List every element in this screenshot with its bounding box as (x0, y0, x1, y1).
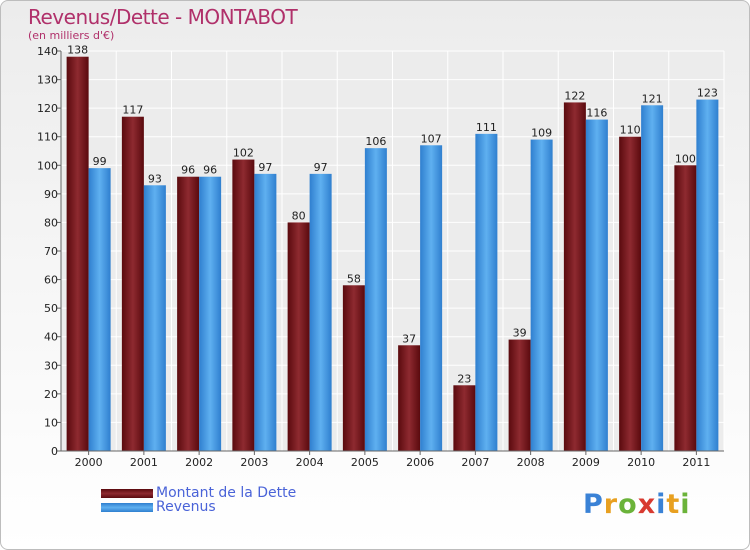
bar-revenus (641, 105, 664, 452)
data-label: 138 (67, 44, 88, 57)
xtick-label: 2007 (461, 456, 489, 469)
bar-revenus (199, 176, 222, 451)
data-label: 58 (347, 272, 361, 285)
y-axis: 0 10 20 30 40 50 60 70 80 90 100 110 120 130 140 (37, 45, 62, 458)
ytick-label: 60 (44, 274, 58, 287)
data-labels: 138 99 117 93 96 96 102 97 80 97 58 106 37 107 23 111 39… (67, 44, 718, 386)
data-label: 97 (258, 161, 272, 174)
chart-subtitle: (en milliers d'€) (28, 29, 115, 42)
data-label: 111 (476, 121, 497, 134)
ytick-label: 120 (37, 102, 58, 115)
ytick-label: 0 (51, 445, 58, 458)
data-label: 93 (148, 172, 162, 185)
data-label: 121 (642, 92, 663, 105)
ytick-label: 70 (44, 245, 58, 258)
bar-revenus (696, 99, 719, 452)
legend-label-revenus: Revenus (156, 499, 216, 515)
data-label: 97 (314, 161, 328, 174)
data-label: 109 (531, 127, 552, 140)
xtick-label: 2000 (75, 456, 103, 469)
bar-dette (66, 56, 89, 451)
xtick-label: 2009 (572, 456, 600, 469)
data-label: 110 (620, 124, 641, 137)
bar-revenus (585, 119, 608, 452)
ytick-label: 130 (37, 74, 58, 87)
xtick-label: 2010 (627, 456, 655, 469)
bar-dette (342, 285, 365, 451)
bar-dette (121, 116, 144, 451)
ytick-label: 50 (44, 302, 58, 315)
ytick-label: 40 (44, 331, 58, 344)
data-label: 99 (93, 155, 107, 168)
bar-revenus (475, 133, 498, 451)
ytick-label: 140 (37, 45, 58, 58)
bar-dette (563, 102, 586, 451)
data-label: 96 (203, 164, 217, 177)
logo-letter: o (618, 489, 638, 520)
xtick-label: 2001 (130, 456, 158, 469)
bar-dette (674, 165, 697, 452)
data-label: 117 (122, 104, 143, 117)
bar-dette (287, 222, 310, 451)
ytick-label: 100 (37, 159, 58, 172)
logo-letter: t (666, 489, 681, 520)
ytick-label: 90 (44, 188, 58, 201)
chart-title: Revenus/Dette - MONTABOT (28, 5, 298, 29)
data-label: 80 (292, 209, 306, 222)
data-label: 39 (513, 327, 527, 340)
bar-dette (232, 159, 255, 452)
bar-revenus (364, 148, 387, 451)
bar-revenus (420, 145, 443, 452)
x-axis: 2000 2001 2002 2003 2004 2005 2006 2007 2008 2009… (61, 450, 724, 469)
bar-dette (177, 176, 200, 451)
data-label: 107 (421, 132, 442, 145)
bar-dette (508, 339, 531, 451)
xtick-label: 2005 (351, 456, 379, 469)
logo-letter: x (637, 489, 657, 520)
xtick-label: 2003 (240, 456, 268, 469)
data-label: 96 (181, 164, 195, 177)
logo-letter: P (583, 489, 604, 520)
bar-dette (619, 136, 642, 451)
ytick-label: 20 (44, 388, 58, 401)
logo-letter: r (603, 489, 619, 520)
data-label: 123 (697, 87, 718, 100)
data-label: 116 (586, 107, 607, 120)
xtick-label: 2002 (185, 456, 213, 469)
proxiti-logo: Proxiti (583, 489, 691, 520)
bar-revenus (309, 173, 332, 451)
bar-revenus (530, 139, 553, 452)
xtick-label: 2011 (682, 456, 710, 469)
xtick-label: 2008 (517, 456, 545, 469)
bar-dette (398, 345, 421, 451)
bar-revenus (254, 173, 277, 451)
bar-revenus (88, 168, 111, 451)
legend-swatch-dette (101, 489, 153, 498)
logo-letter: i (656, 489, 667, 520)
data-label: 102 (233, 147, 254, 160)
data-label: 37 (402, 332, 416, 345)
legend-swatch-revenus (101, 503, 153, 512)
logo-letter: i (680, 489, 691, 520)
data-label: 23 (457, 372, 471, 385)
data-label: 122 (564, 89, 585, 102)
legend-label-dette: Montant de la Dette (156, 485, 297, 501)
ytick-label: 80 (44, 216, 58, 229)
bar-dette (453, 385, 476, 451)
ytick-label: 10 (44, 416, 58, 429)
bar-revenus (143, 185, 166, 452)
xtick-label: 2006 (406, 456, 434, 469)
ytick-label: 30 (44, 359, 58, 372)
ytick-label: 110 (37, 131, 58, 144)
data-label: 106 (365, 135, 386, 148)
xtick-label: 2004 (296, 456, 324, 469)
data-label: 100 (675, 152, 696, 165)
bars (66, 56, 719, 452)
